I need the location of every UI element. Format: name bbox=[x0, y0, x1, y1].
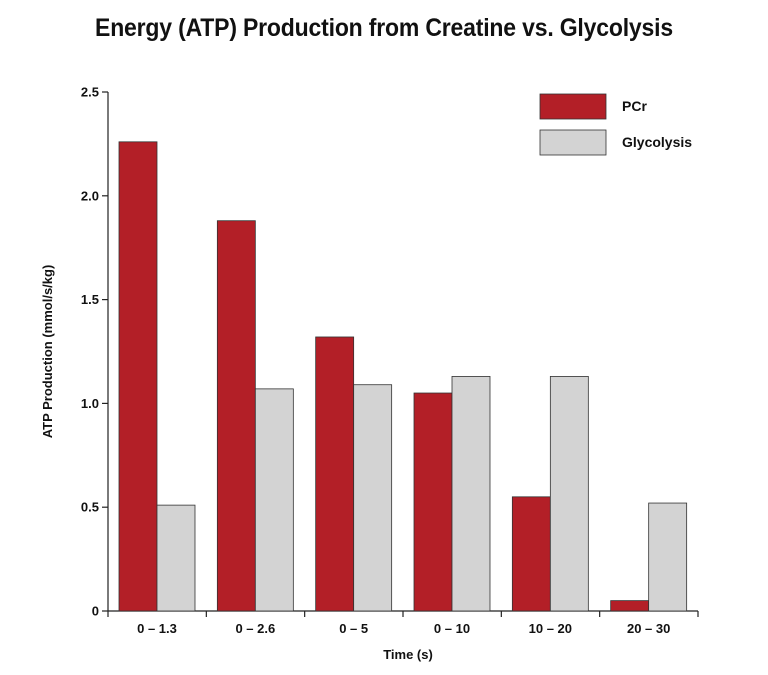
x-tick-label: 0 – 2.6 bbox=[235, 621, 275, 636]
y-tick-label: 1.0 bbox=[81, 396, 99, 411]
bar-glycolysis bbox=[648, 502, 688, 612]
y-tick-label: 0 bbox=[92, 604, 99, 619]
y-axis-label: ATP Production (mmol/s/kg) bbox=[40, 265, 55, 439]
y-tick-label: 0.5 bbox=[81, 500, 99, 515]
y-tick-label: 2.5 bbox=[81, 85, 99, 100]
x-tick-label: 0 – 5 bbox=[339, 621, 368, 636]
bar-glycolysis bbox=[549, 376, 589, 612]
y-tick-label: 2.0 bbox=[81, 188, 99, 203]
bar-pcr bbox=[216, 220, 256, 612]
legend-label: Glycolysis bbox=[622, 134, 692, 150]
bar-glycolysis bbox=[451, 376, 491, 612]
y-tick-label: 1.5 bbox=[81, 292, 99, 307]
bar-pcr bbox=[413, 392, 453, 612]
bar-glycolysis bbox=[156, 504, 196, 612]
bar-pcr bbox=[610, 600, 650, 612]
legend-swatch bbox=[539, 93, 607, 120]
legend-label: PCr bbox=[622, 98, 647, 114]
bar-pcr bbox=[118, 141, 158, 612]
chart-bars bbox=[118, 141, 688, 612]
bar-glycolysis bbox=[353, 384, 393, 612]
legend-swatch bbox=[539, 129, 607, 156]
x-axis-label: Time (s) bbox=[383, 647, 433, 662]
chart-axes: 0 0.5 1.0 1.5 2.0 2.5 0 – 1.3 0 – 2.6 0 – 5 0 – 1… bbox=[40, 85, 699, 662]
x-tick-label: 10 – 20 bbox=[529, 621, 572, 636]
bar-pcr bbox=[511, 496, 551, 612]
x-tick-label: 0 – 10 bbox=[434, 621, 470, 636]
bar-glycolysis bbox=[254, 388, 294, 612]
x-tick-label: 20 – 30 bbox=[627, 621, 670, 636]
bar-pcr bbox=[315, 336, 355, 612]
chart-legend: PCr Glycolysis bbox=[539, 93, 692, 156]
x-tick-label: 0 – 1.3 bbox=[137, 621, 177, 636]
chart-title: Energy (ATP) Production from Creatine vs… bbox=[95, 14, 673, 42]
